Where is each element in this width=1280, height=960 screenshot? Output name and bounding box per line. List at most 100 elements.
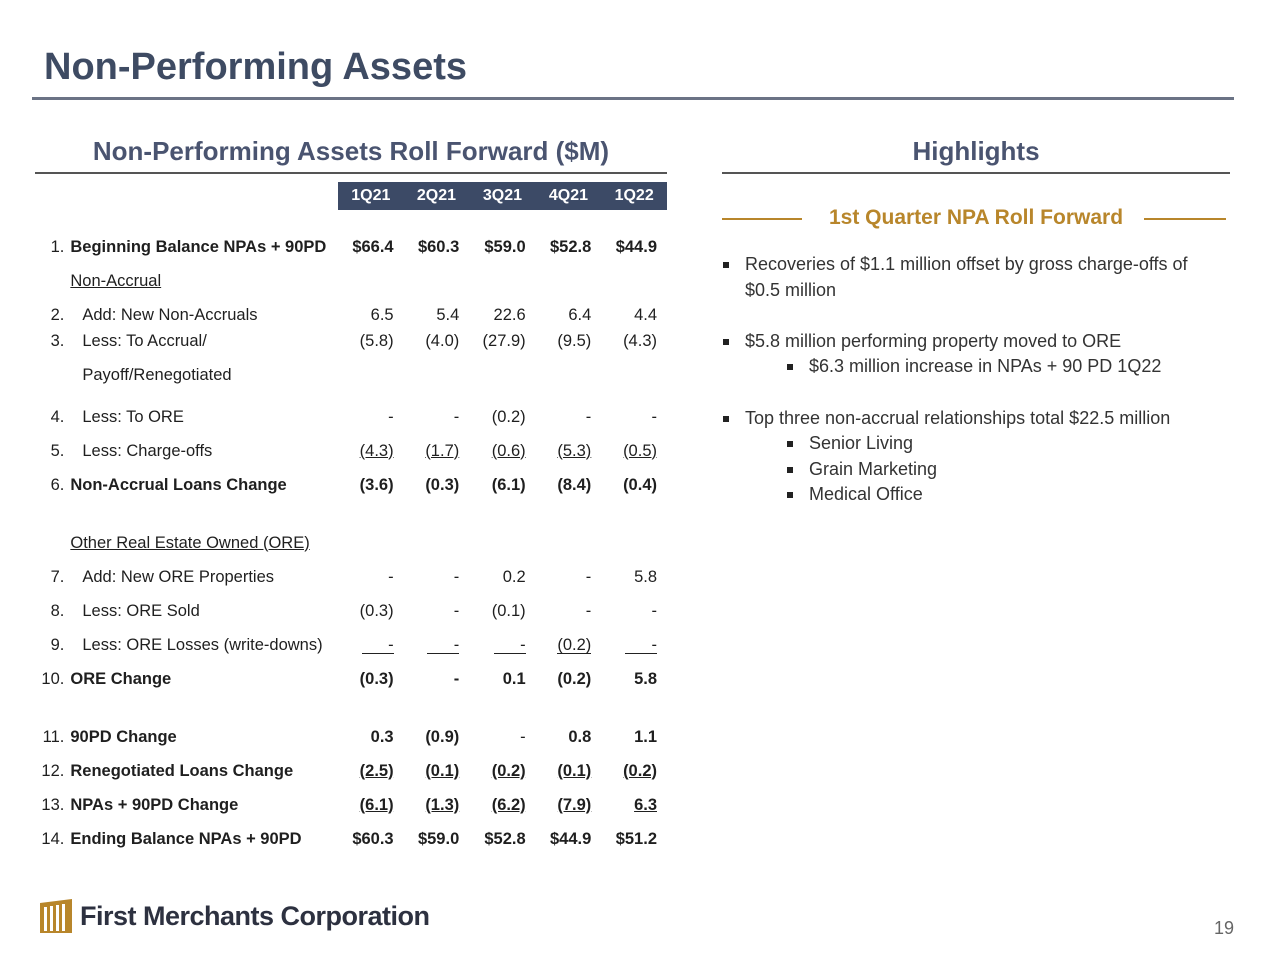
cell-value: - xyxy=(585,567,592,586)
table-header-row: 1Q21 2Q21 3Q21 4Q21 1Q22 xyxy=(35,182,667,210)
cell-value: (0.1) xyxy=(557,761,592,780)
ore-header: Other Real Estate Owned (ORE) xyxy=(70,533,310,552)
row-number: 13. xyxy=(41,795,65,814)
cell-value: $52.8 xyxy=(484,829,526,848)
table-row: 13. NPAs + 90PD Change (6.1) (1.3) (6.2)… xyxy=(35,788,667,822)
square-bullet-icon xyxy=(787,364,793,370)
table-row: 7. Add: New ORE Properties - - 0.2 - 5.8 xyxy=(35,560,667,594)
table-row: 3. Less: To Accrual/ (5.8) (4.0) (27.9) … xyxy=(35,332,667,366)
row-number: 6. xyxy=(50,475,65,494)
table-row: 6. Non-Accrual Loans Change (3.6) (0.3) … xyxy=(35,468,667,502)
cell-value: (5.8) xyxy=(359,332,394,350)
column-header: 3Q21 xyxy=(469,182,536,210)
cell-value: $66.4 xyxy=(352,237,394,256)
cell-value: (3.6) xyxy=(359,475,394,494)
cell-value: - xyxy=(388,407,394,426)
table-row: 14. Ending Balance NPAs + 90PD $60.3 $59… xyxy=(35,822,667,856)
cell-value: (0.3) xyxy=(359,669,394,688)
cell-value: $60.3 xyxy=(352,829,394,848)
row-label: Add: New Non-Accruals xyxy=(82,305,258,324)
page-number: 19 xyxy=(1213,918,1234,938)
cell-value: (2.5) xyxy=(359,761,394,780)
table-row: 12. Renegotiated Loans Change (2.5) (0.1… xyxy=(35,754,667,788)
cell-value: $59.0 xyxy=(484,237,526,256)
cell-value: - xyxy=(651,407,658,426)
row-label: 90PD Change xyxy=(70,727,177,746)
cell-value: (0.5) xyxy=(623,441,657,460)
row-number: 3. xyxy=(50,332,65,350)
cell-value: (0.1) xyxy=(491,601,526,620)
row-label: Less: ORE Sold xyxy=(82,601,200,620)
highlight-sub-bullet: Senior Living xyxy=(787,430,1229,456)
cell-value: (0.4) xyxy=(623,475,657,494)
cell-value: - xyxy=(585,601,592,620)
column-header: 2Q21 xyxy=(403,182,470,210)
cell-value: (0.6) xyxy=(491,441,526,460)
roll-forward-divider xyxy=(35,172,667,174)
cell-value: 1.1 xyxy=(634,727,657,746)
row-label: ORE Change xyxy=(70,669,172,688)
highlights-subtitle-block: 1st Quarter NPA Roll Forward xyxy=(722,206,1230,234)
row-number: 12. xyxy=(41,761,65,780)
cell-value: $52.8 xyxy=(550,237,592,256)
column-header: 1Q21 xyxy=(337,182,404,210)
highlight-bullet: Top three non-accrual relationships tota… xyxy=(723,405,1235,431)
cell-value: - xyxy=(453,407,460,426)
highlights-section-title: Highlights xyxy=(912,136,1040,166)
title-divider xyxy=(32,97,1234,100)
highlight-bullet: $5.8 million performing property moved t… xyxy=(723,328,1235,354)
non-accrual-header: Non-Accrual xyxy=(70,271,162,290)
row-label: Less: ORE Losses (write-downs) xyxy=(82,635,323,654)
row-number: 1. xyxy=(50,237,65,256)
roll-forward-section-title: Non-Performing Assets Roll Forward ($M) xyxy=(92,136,610,166)
cell-value: (0.2) xyxy=(557,635,592,654)
cell-value: (9.5) xyxy=(557,332,592,350)
cell-value: (0.2) xyxy=(623,761,657,780)
cell-value: (4.3) xyxy=(623,332,657,350)
row-label: Less: To ORE xyxy=(82,407,184,426)
cell-value: 5.4 xyxy=(436,305,460,324)
cell-value: - xyxy=(493,636,526,654)
highlight-text: Top three non-accrual relationships tota… xyxy=(745,408,1171,428)
cell-value: - xyxy=(453,567,460,586)
table-row: 2. Add: New Non-Accruals 6.5 5.4 22.6 6.… xyxy=(35,298,667,332)
row-label: Less: Charge-offs xyxy=(82,441,213,460)
cell-value: (0.1) xyxy=(425,761,460,780)
cell-value: (1.3) xyxy=(425,795,460,814)
cell-value: $44.9 xyxy=(550,829,592,848)
row-number: 4. xyxy=(50,407,65,426)
cell-value: (4.3) xyxy=(359,441,394,460)
table-row-continuation: Payoff/Renegotiated xyxy=(35,366,667,400)
cell-value: 0.3 xyxy=(370,727,394,746)
square-bullet-icon xyxy=(723,262,729,268)
row-label: Less: To Accrual/ xyxy=(82,332,207,350)
highlights-subtitle: 1st Quarter NPA Roll Forward xyxy=(828,206,1124,229)
cell-value: (0.2) xyxy=(557,669,592,688)
cell-value: 0.2 xyxy=(502,567,526,586)
row-number: 14. xyxy=(41,829,65,848)
row-number: 9. xyxy=(50,635,65,654)
row-label: Ending Balance NPAs + 90PD xyxy=(70,829,302,848)
highlight-text: Recoveries of $1.1 million offset by gro… xyxy=(745,254,1188,274)
cell-value: 6.5 xyxy=(370,305,394,324)
square-bullet-icon xyxy=(787,492,793,498)
cell-value: - xyxy=(427,636,460,654)
row-label: NPAs + 90PD Change xyxy=(70,795,239,814)
square-bullet-icon xyxy=(723,339,729,345)
square-bullet-icon xyxy=(787,441,793,447)
cell-value: $59.0 xyxy=(417,829,460,848)
row-label: Beginning Balance NPAs + 90PD xyxy=(70,237,327,256)
cell-value: 6.3 xyxy=(634,795,657,814)
highlight-bullet: Recoveries of $1.1 million offset by gro… xyxy=(723,251,1235,303)
table-row: 5. Less: Charge-offs (4.3) (1.7) (0.6) (… xyxy=(35,434,667,468)
company-logo: First Merchants Corporation xyxy=(38,895,438,941)
cell-value: - xyxy=(651,601,658,620)
row-number: 11. xyxy=(42,727,65,746)
square-bullet-icon xyxy=(723,416,729,422)
row-label-continuation: Payoff/Renegotiated xyxy=(82,366,232,384)
cell-value: 22.6 xyxy=(493,305,526,324)
cell-value: (6.1) xyxy=(359,795,394,814)
cell-value: 4.4 xyxy=(634,305,657,324)
cell-value: (27.9) xyxy=(482,332,526,350)
square-bullet-icon xyxy=(787,467,793,473)
